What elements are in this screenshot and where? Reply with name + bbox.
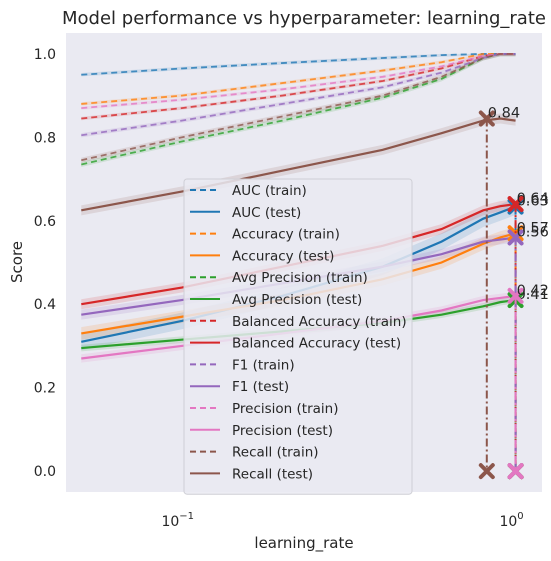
avg-precision-train-band xyxy=(81,53,516,167)
x-tick-exponent: 0 xyxy=(517,511,523,522)
avg-precision-test-best-label: 0.41 xyxy=(517,287,549,303)
auc-train-line xyxy=(81,52,516,76)
legend-frame xyxy=(183,178,413,495)
y-tick-label: 0.8 xyxy=(34,130,56,146)
balanced-accuracy-test-best-label: 0.64 xyxy=(517,191,549,207)
y-axis-ticks: 0.0 0.2 0.4 0.6 0.8 1.0 xyxy=(34,47,56,480)
legend-entry: Avg Precision (test) xyxy=(190,292,362,308)
legend-entry: Recall (train) xyxy=(190,445,319,461)
legend-label: Balanced Accuracy (train) xyxy=(232,314,407,330)
x-axis-ticks: 10−1 100 xyxy=(161,511,523,530)
legend-label: Precision (train) xyxy=(232,401,338,417)
legend-label: Recall (train) xyxy=(232,445,319,461)
y-tick-label: 0.6 xyxy=(34,214,56,230)
legend-label: AUC (train) xyxy=(232,183,307,199)
chart-title: Model performance vs hyperparameter: lea… xyxy=(62,8,546,29)
x-tick-label: 10−1 xyxy=(161,511,194,530)
x-axis-label: learning_rate xyxy=(254,534,353,553)
x-tick-base: 10 xyxy=(161,514,179,530)
legend: AUC (train) AUC (test) Accuracy (train) Acc… xyxy=(183,178,413,495)
legend-label: Recall (test) xyxy=(232,466,313,482)
precision-test-best-label: 0.42 xyxy=(517,283,549,299)
legend-entry: Accuracy (train) xyxy=(190,227,340,243)
legend-entry: AUC (train) xyxy=(190,183,307,199)
x-tick-exponent: −1 xyxy=(179,511,194,522)
legend-label: Balanced Accuracy (test) xyxy=(232,336,401,352)
legend-label: Avg Precision (test) xyxy=(232,292,362,308)
balanced-accuracy-test-best-marker xyxy=(507,196,524,213)
legend-label: Accuracy (train) xyxy=(232,227,340,243)
recall-train-line xyxy=(81,52,516,162)
legend-entry: Precision (test) xyxy=(190,423,333,439)
accuracy-train-line xyxy=(81,52,516,105)
legend-entry: Avg Precision (train) xyxy=(190,270,368,286)
accuracy-test-best-label: 0.57 xyxy=(517,220,549,236)
f1-test-best-marker xyxy=(507,229,524,246)
recall-test-best-baseline-marker xyxy=(478,463,495,480)
legend-label: Precision (test) xyxy=(232,423,333,439)
legend-entry: Precision (train) xyxy=(190,401,338,417)
legend-label: AUC (test) xyxy=(232,205,301,221)
legend-label: F1 (test) xyxy=(232,379,289,395)
legend-label: Accuracy (test) xyxy=(232,248,334,264)
y-axis-label: Score xyxy=(8,241,26,283)
legend-label: F1 (train) xyxy=(232,357,295,373)
auc-test-best-label: 0.63 xyxy=(517,194,549,210)
recall-test-best-marker xyxy=(478,110,495,127)
legend-entry: Accuracy (test) xyxy=(190,248,334,264)
legend-entry: F1 (test) xyxy=(190,379,289,395)
y-tick-label: 1.0 xyxy=(34,47,56,63)
legend-entry: F1 (train) xyxy=(190,357,295,373)
y-tick-label: 0.4 xyxy=(34,297,56,313)
y-tick-label: 0.2 xyxy=(34,381,56,397)
legend-label: Avg Precision (train) xyxy=(232,270,368,286)
legend-entry: AUC (test) xyxy=(190,205,301,221)
y-tick-label: 0.0 xyxy=(34,464,56,480)
legend-entry: Balanced Accuracy (train) xyxy=(190,314,407,330)
recall-test-best-label: 0.84 xyxy=(488,106,520,122)
x-tick-base: 10 xyxy=(499,514,517,530)
accuracy-test-best-marker xyxy=(507,225,524,242)
precision-test-best-baseline-marker xyxy=(507,463,524,480)
best-value-markers: 0.63 0.57 0.41 0.64 0.56 0.42 0.84 xyxy=(478,106,549,480)
precision-test-best-marker xyxy=(507,287,524,304)
legend-entry: Balanced Accuracy (test) xyxy=(190,336,401,352)
accuracy-train-band xyxy=(81,53,516,106)
f1-test-best-label: 0.56 xyxy=(517,224,549,240)
legend-entry: Recall (test) xyxy=(190,466,313,482)
x-tick-label: 100 xyxy=(499,511,523,530)
